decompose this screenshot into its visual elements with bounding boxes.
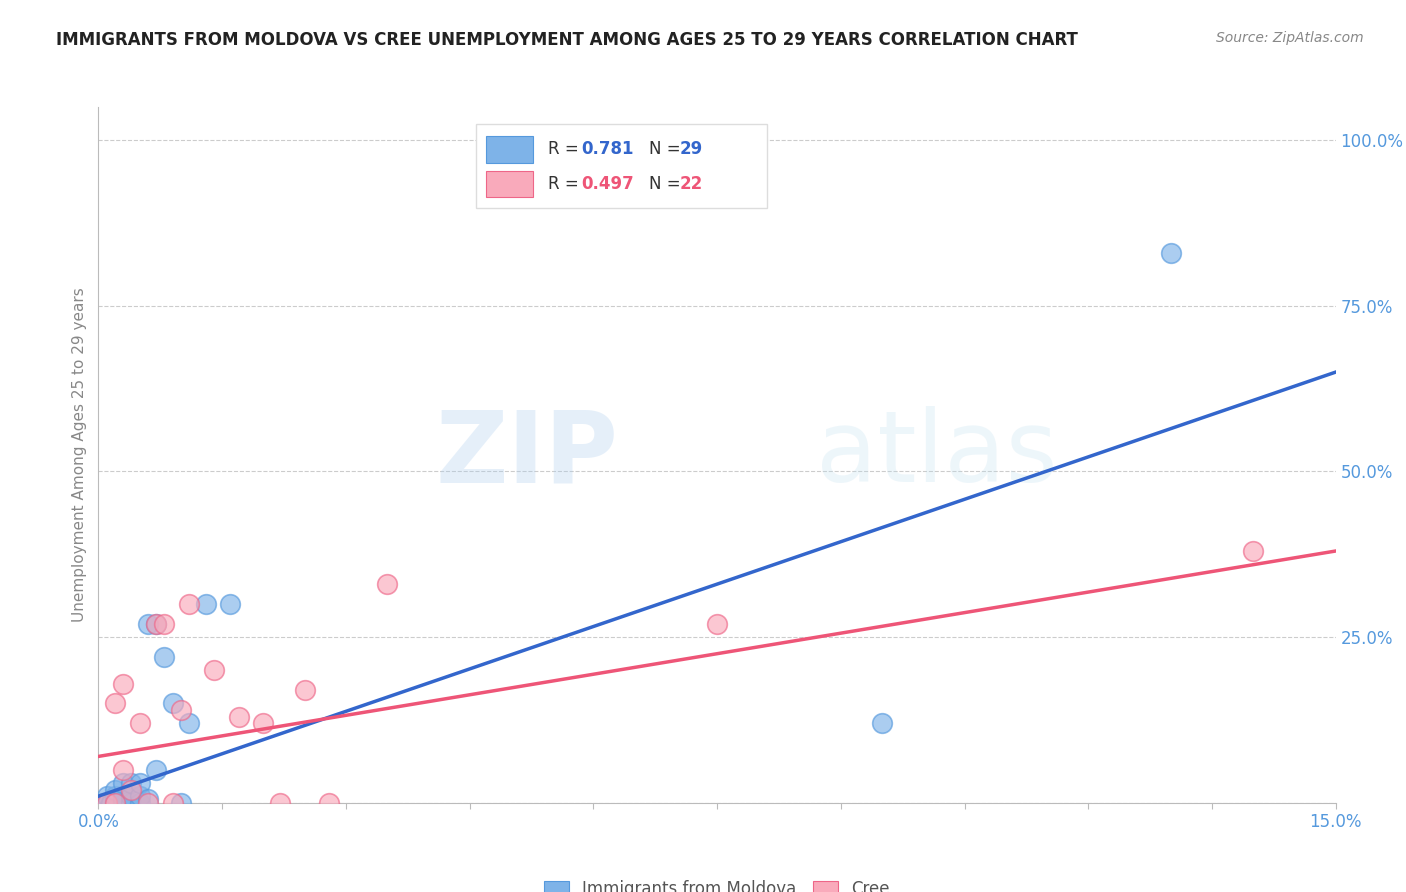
Point (179, 597, 201, 611)
Point (162, 796, 184, 810)
Point (252, 716, 274, 731)
Point (318, 796, 340, 810)
Point (91, 796, 114, 810)
Point (202, 663, 225, 677)
Text: Source: ZipAtlas.com: Source: ZipAtlas.com (1216, 31, 1364, 45)
Point (96, 796, 118, 810)
FancyBboxPatch shape (485, 171, 533, 197)
Point (104, 789, 127, 804)
Text: ZIP: ZIP (436, 407, 619, 503)
Point (100, 796, 122, 810)
Text: 0.497: 0.497 (581, 175, 634, 193)
Point (96, 789, 118, 804)
Point (145, 616, 167, 631)
Point (228, 709, 250, 723)
Point (145, 763, 167, 777)
Point (179, 716, 201, 731)
Point (153, 616, 176, 631)
Text: R =: R = (547, 140, 583, 158)
Point (120, 776, 142, 790)
Point (128, 789, 150, 804)
Point (170, 796, 193, 810)
Y-axis label: Unemployment Among Ages 25 to 29 years: Unemployment Among Ages 25 to 29 years (72, 287, 87, 623)
Text: 22: 22 (681, 175, 703, 193)
Point (112, 776, 135, 790)
Text: 0.781: 0.781 (581, 140, 634, 158)
Text: IMMIGRANTS FROM MOLDOVA VS CREE UNEMPLOYMENT AMONG AGES 25 TO 29 YEARS CORRELATI: IMMIGRANTS FROM MOLDOVA VS CREE UNEMPLOY… (56, 31, 1078, 49)
Point (120, 796, 142, 810)
Point (112, 763, 135, 777)
Point (128, 796, 150, 810)
Point (104, 697, 127, 711)
Point (375, 577, 398, 591)
Point (96, 796, 118, 810)
Point (269, 796, 291, 810)
Point (136, 616, 159, 631)
Text: 29: 29 (681, 140, 703, 158)
Point (104, 782, 127, 797)
Point (706, 616, 728, 631)
Text: R =: R = (547, 175, 583, 193)
Point (136, 792, 159, 806)
Point (128, 716, 150, 731)
Point (870, 716, 893, 731)
Point (112, 792, 135, 806)
Text: N =: N = (650, 140, 686, 158)
Text: N =: N = (650, 175, 686, 193)
Legend: Immigrants from Moldova, Cree: Immigrants from Moldova, Cree (537, 874, 897, 892)
Point (145, 616, 167, 631)
Point (104, 796, 127, 810)
Point (112, 676, 135, 690)
Point (170, 703, 193, 717)
Point (104, 796, 127, 810)
Point (120, 789, 142, 804)
Point (194, 597, 217, 611)
Point (1160, 245, 1182, 260)
Point (153, 650, 176, 665)
Point (112, 796, 135, 810)
FancyBboxPatch shape (475, 124, 766, 208)
Point (162, 697, 184, 711)
Text: atlas: atlas (815, 407, 1057, 503)
Point (112, 789, 135, 804)
Point (128, 776, 150, 790)
Point (1241, 544, 1264, 558)
Point (120, 782, 142, 797)
Point (219, 597, 242, 611)
Point (294, 683, 316, 698)
FancyBboxPatch shape (485, 136, 533, 162)
Point (136, 796, 159, 810)
